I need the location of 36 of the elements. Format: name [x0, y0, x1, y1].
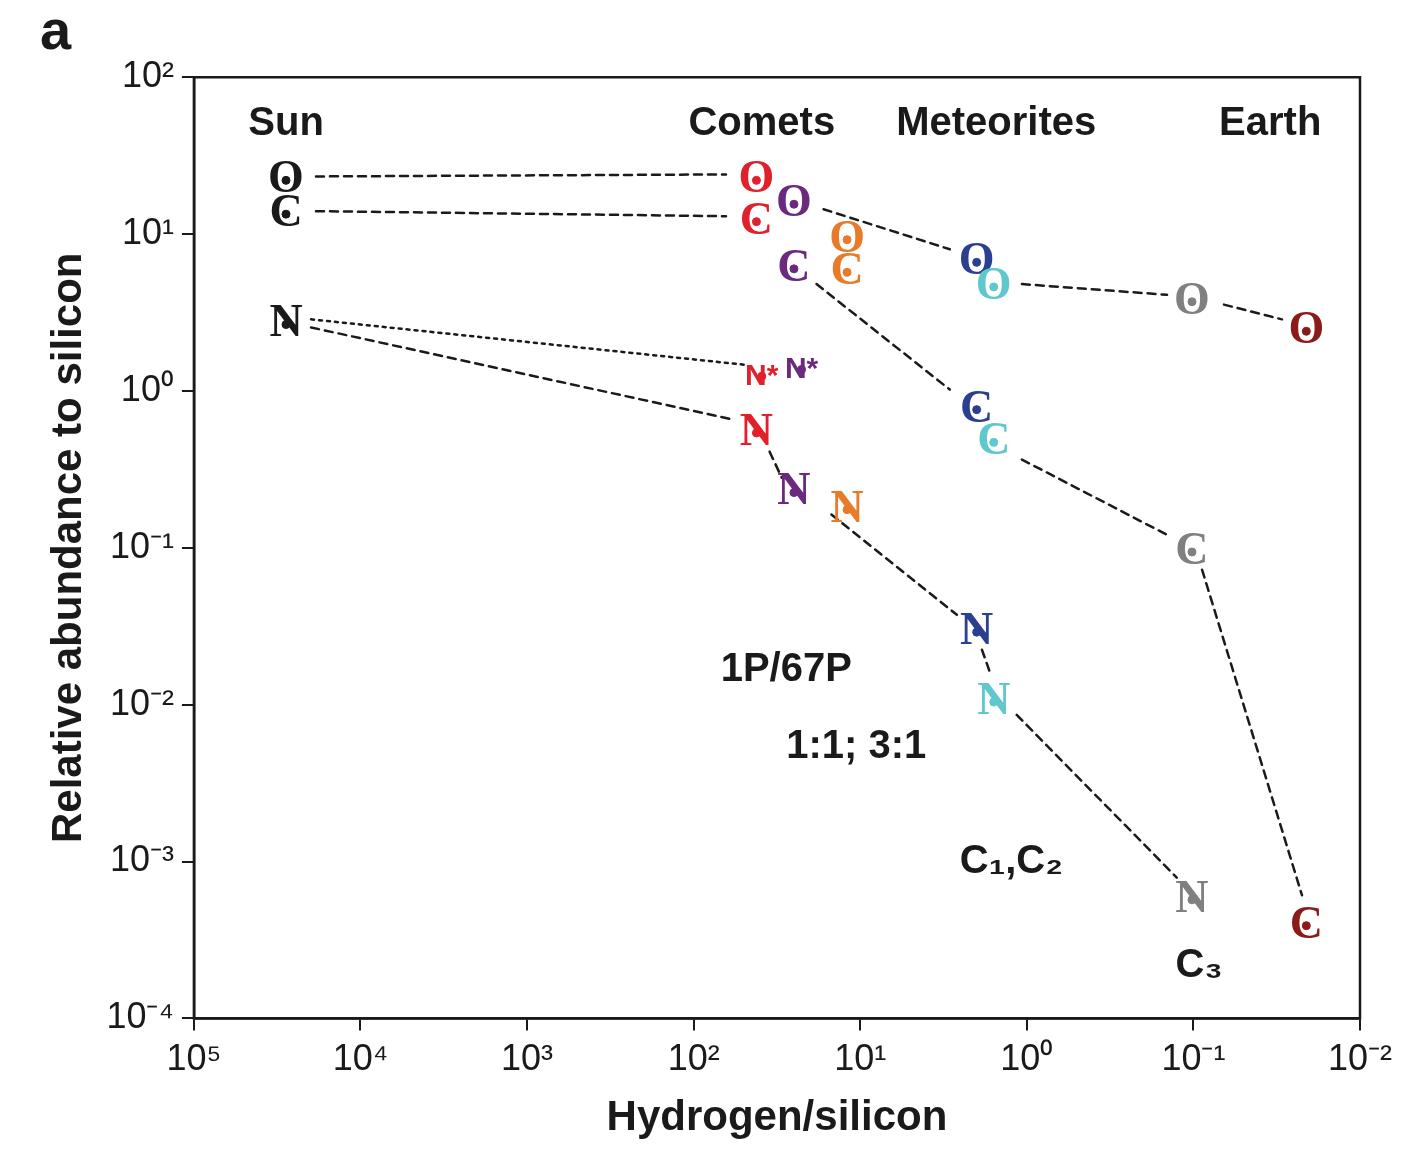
data-label: O	[1174, 272, 1210, 324]
x-tick-label: 10¹	[834, 1036, 887, 1078]
y-tick-label: 10⁻²	[109, 681, 174, 723]
x-tick-label: 10²	[667, 1036, 720, 1078]
y-tick-label: 10²	[121, 54, 174, 96]
annotation: Earth	[1219, 99, 1322, 144]
y-axis-title: Relative abundance to silicon	[42, 252, 90, 844]
annotation: Comets	[688, 99, 836, 144]
annotation: Sun	[248, 99, 324, 144]
data-label: N	[739, 403, 774, 455]
annotation: C₃	[1175, 940, 1223, 985]
annotation: Meteorites	[896, 99, 1097, 144]
y-tick-label: 10⁻¹	[109, 524, 174, 566]
chart-title: a	[40, 0, 72, 62]
y-tick-label: 10⁰	[120, 367, 174, 409]
data-label: O	[1288, 302, 1325, 354]
x-tick-label: 10⁴	[332, 1036, 389, 1078]
y-tick-label: 10¹	[121, 210, 174, 252]
data-label: C	[1289, 896, 1323, 948]
data-label: N	[960, 603, 994, 655]
data-label: N	[777, 463, 811, 515]
annotation: C₁,C₂	[959, 837, 1063, 882]
x-tick-label: 10⁵	[166, 1036, 222, 1078]
data-label: C	[777, 239, 811, 291]
y-tick-label: 10⁻³	[109, 838, 174, 880]
annotation: 1:1; 3:1	[786, 722, 927, 767]
data-label: C	[1175, 522, 1209, 574]
x-tick-label: 10³	[501, 1036, 554, 1078]
y-tick-label: 10⁻⁴	[106, 995, 174, 1037]
x-tick-label: 10⁻¹	[1161, 1036, 1226, 1078]
data-label: O	[776, 175, 812, 227]
x-tick-label: 10⁻²	[1327, 1036, 1393, 1078]
annotation: 1P/67P	[720, 645, 852, 690]
data-label: N	[269, 295, 303, 347]
x-axis-title: Hydrogen/silicon	[606, 1092, 948, 1140]
x-tick-label: 10⁰	[1000, 1036, 1054, 1078]
